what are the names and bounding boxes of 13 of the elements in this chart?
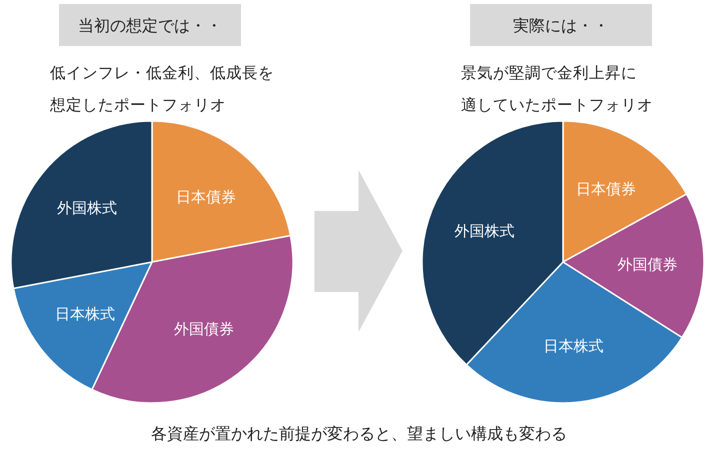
slice-label: 外国債券: [174, 320, 234, 338]
chart-title: 実際には・・: [513, 16, 609, 35]
slice-label: 日本債券: [176, 188, 236, 206]
slice-label: 日本債券: [576, 180, 636, 198]
slice-label: 日本株式: [55, 304, 116, 323]
slice-label: 外国債券: [618, 256, 678, 274]
slice-label: 日本株式: [544, 336, 604, 355]
chart-subtitle: 景気が堅調で金利上昇に適していたポートフォリオ: [461, 64, 653, 114]
chart-subtitle: 低インフレ・低金利、低成長を想定したポートフォリオ: [49, 64, 274, 114]
slice-label: 外国株式: [56, 199, 117, 218]
slice-label: 外国株式: [454, 222, 514, 240]
chart-title: 当初の想定では・・: [78, 16, 222, 35]
text: 各資産が置かれた前提が変わると、望ましい構成も変わる: [151, 424, 567, 443]
